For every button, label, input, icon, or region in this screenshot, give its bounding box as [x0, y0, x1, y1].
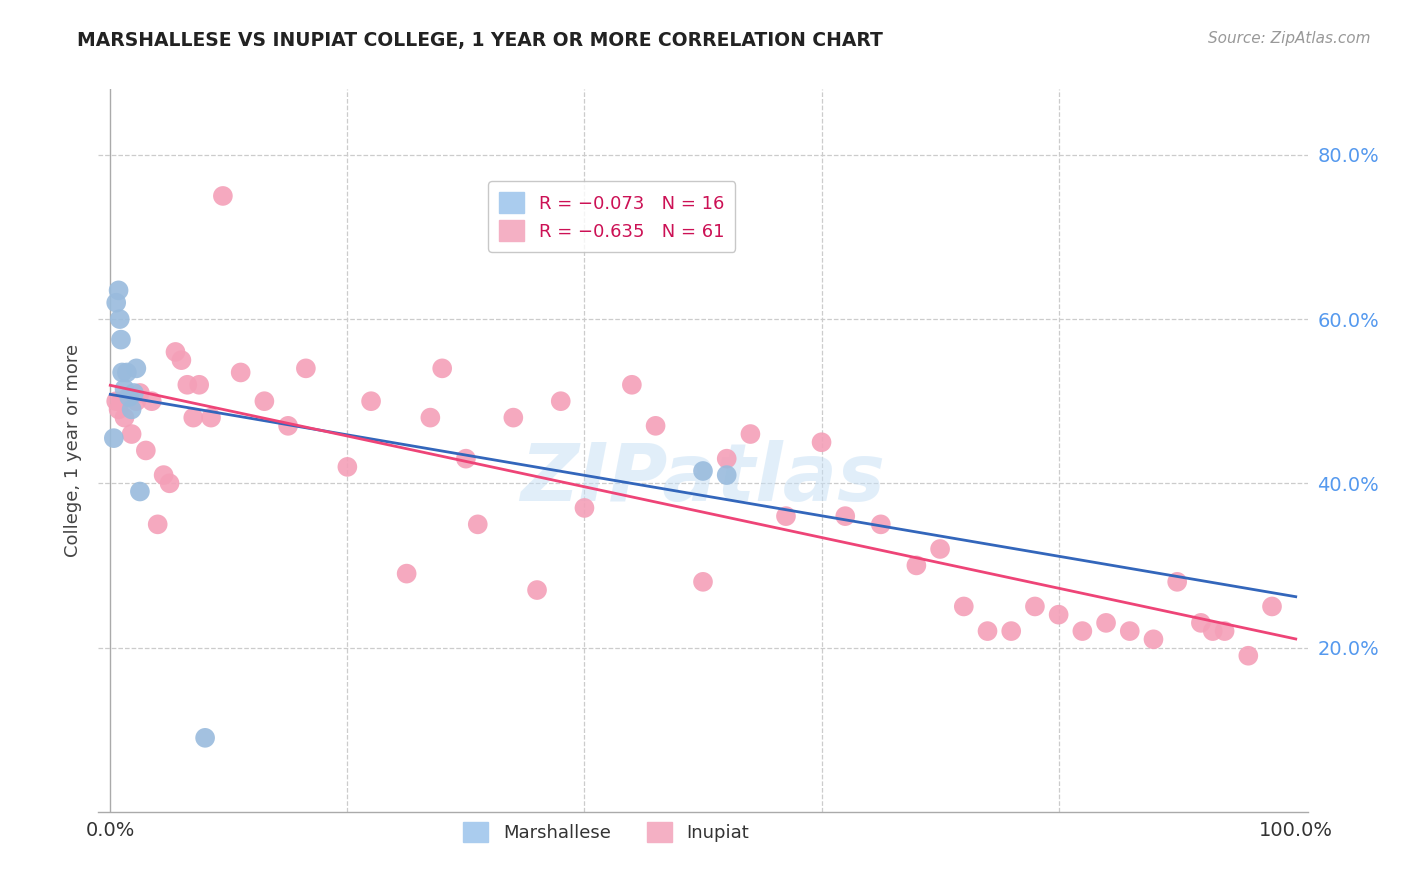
Point [1024, 599, 1046, 614]
Point [146, 517, 169, 532]
Point [454, 451, 477, 466]
Point [170, 353, 193, 368]
Point [1000, 624, 1022, 639]
Point [716, 451, 738, 466]
Point [775, 509, 797, 524]
Point [277, 418, 299, 433]
Point [188, 377, 211, 392]
Point [114, 382, 136, 396]
Point [1071, 624, 1094, 639]
Point [229, 366, 252, 380]
Point [692, 574, 714, 589]
Point [1213, 624, 1236, 639]
Point [135, 443, 157, 458]
Point [295, 361, 318, 376]
Point [152, 468, 174, 483]
Point [122, 386, 145, 401]
Point [929, 541, 952, 556]
Point [952, 599, 974, 614]
Point [114, 410, 136, 425]
Text: MARSHALLESE VS INUPIAT COLLEGE, 1 YEAR OR MORE CORRELATION CHART: MARSHALLESE VS INUPIAT COLLEGE, 1 YEAR O… [77, 31, 883, 50]
Point [395, 566, 418, 581]
Point [176, 377, 198, 392]
Point [1119, 624, 1142, 639]
Point [502, 410, 524, 425]
Point [165, 345, 187, 359]
Point [253, 394, 276, 409]
Point [110, 394, 132, 409]
Point [644, 418, 666, 433]
Point [110, 333, 132, 347]
Point [620, 377, 643, 392]
Point [976, 624, 998, 639]
Point [360, 394, 382, 409]
Point [432, 361, 454, 376]
Point [200, 410, 222, 425]
Point [181, 410, 204, 425]
Point [1202, 624, 1225, 639]
Point [125, 394, 148, 409]
Point [107, 402, 129, 417]
Text: Source: ZipAtlas.com: Source: ZipAtlas.com [1208, 31, 1371, 46]
Point [550, 394, 572, 409]
Point [107, 284, 129, 298]
Point [834, 509, 856, 524]
Point [336, 459, 359, 474]
Point [716, 468, 738, 483]
Point [103, 431, 125, 445]
Point [810, 435, 832, 450]
Point [129, 386, 152, 401]
Point [574, 500, 596, 515]
Point [692, 464, 714, 478]
Point [467, 517, 489, 532]
Point [121, 402, 143, 417]
Point [1095, 615, 1118, 630]
Text: ZIPatlas: ZIPatlas [520, 441, 886, 518]
Point [111, 366, 134, 380]
Point [105, 394, 128, 409]
Point [1261, 599, 1284, 614]
Point [141, 394, 163, 409]
Point [117, 390, 139, 404]
Point [121, 427, 143, 442]
Point [194, 731, 217, 745]
Point [740, 427, 762, 442]
Point [869, 517, 891, 532]
Point [115, 366, 138, 380]
Point [1189, 615, 1212, 630]
Point [129, 484, 152, 499]
Legend: Marshallese, Inupiat: Marshallese, Inupiat [456, 814, 756, 850]
Point [1142, 632, 1164, 647]
Point [905, 558, 928, 573]
Point [108, 312, 131, 326]
Point [212, 189, 235, 203]
Point [125, 361, 148, 376]
Point [118, 390, 141, 404]
Point [419, 410, 441, 425]
Point [1166, 574, 1188, 589]
Point [1047, 607, 1070, 622]
Point [526, 582, 548, 597]
Y-axis label: College, 1 year or more: College, 1 year or more [63, 344, 82, 557]
Point [1237, 648, 1260, 663]
Point [159, 476, 181, 491]
Point [105, 295, 128, 310]
